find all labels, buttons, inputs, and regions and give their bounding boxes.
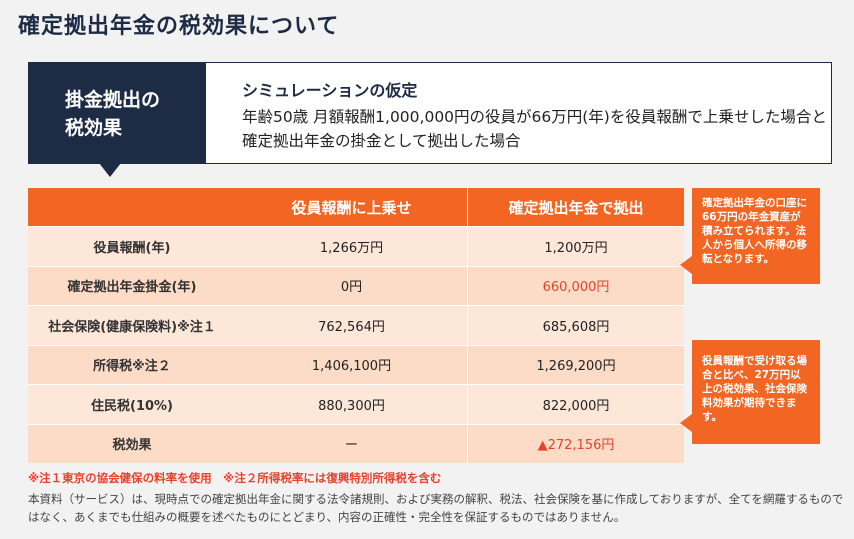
simulation-box: 掛金拠出の 税効果 シミュレーションの仮定 年齢50歳 月額報酬1,000,00… [28,62,832,164]
table-row: 所得税※注２ 1,406,100円 1,269,200円 [28,344,684,384]
header-blank [28,188,236,226]
row-value-salary: 0円 [236,266,468,305]
simulation-tag: 掛金拠出の 税効果 [29,63,206,163]
table-row: 税効果 ー ▲272,156円 [28,423,684,463]
row-value-dc: 660,000円 [542,280,610,296]
simulation-tag-line1: 掛金拠出の [65,89,161,111]
note-tax-effect: 役員報酬で受け取る場合と比べ、27万円以上の税効果、社会保険料効果が期待できます… [692,340,820,444]
table-body: 役員報酬(年) 1,266万円 1,200万円 確定拠出年金掛金(年) 0円 6… [28,226,684,463]
row-label: 確定拠出年金掛金(年) [67,280,197,296]
row-value-salary: 1,266万円 [236,227,468,266]
page-title: 確定拠出年金の税効果について [18,14,340,39]
table-header: 役員報酬に上乗せ 確定拠出年金で拠出 [28,188,684,226]
table-row: 役員報酬(年) 1,266万円 1,200万円 [28,226,684,266]
row-label: 役員報酬(年) [93,240,171,256]
simulation-tag-arrow-icon [99,163,121,177]
row-label: 社会保険(健康保険料)※注１ [48,319,216,335]
row-label: 所得税※注２ [93,359,171,375]
table-row: 住民税(10%) 880,300円 822,000円 [28,384,684,424]
simulation-body: 年齢50歳 月額報酬1,000,000円の役員が66万円(年)を役員報酬で上乗せ… [242,108,827,150]
row-value-dc: 1,269,200円 [536,359,616,375]
row-value-dc: 1,200万円 [544,240,608,256]
row-value-salary: ー [236,424,468,463]
row-label: 住民税(10%) [91,398,173,414]
row-label: 税効果 [112,438,152,454]
header-dc-contribution: 確定拠出年金で拠出 [508,198,644,217]
note-pointer-icon [680,256,692,274]
row-value-dc: ▲272,156円 [537,438,615,454]
simulation-heading: シミュレーションの仮定 [242,81,418,100]
footnote: ※注１東京の協会健保の料率を使用 ※注２所得税率には復興特別所得税を含む [28,471,442,485]
simulation-tag-line2: 税効果 [65,117,123,139]
row-value-salary: 762,564円 [236,306,468,345]
table-row: 社会保険(健康保険料)※注１ 762,564円 685,608円 [28,305,684,345]
row-value-salary: 1,406,100円 [236,345,468,384]
row-value-dc: 822,000円 [542,398,610,414]
comparison-table: 役員報酬に上乗せ 確定拠出年金で拠出 役員報酬(年) 1,266万円 1,200… [28,188,684,463]
disclaimer: 本資料（サービス）は、現時点での確定拠出年金に関する法令諸規則、および実務の解釈… [28,492,844,524]
row-value-salary: 880,300円 [236,385,468,424]
header-salary-increase: 役員報酬に上乗せ [236,188,468,226]
note-asset-transfer: 確定拠出年金の口座に66万円の年金資産が積み立てられます。法人から個人へ所得の移… [692,188,820,284]
note-pointer-icon [680,414,692,432]
table-row: 確定拠出年金掛金(年) 0円 660,000円 [28,265,684,305]
row-value-dc: 685,608円 [542,319,610,335]
